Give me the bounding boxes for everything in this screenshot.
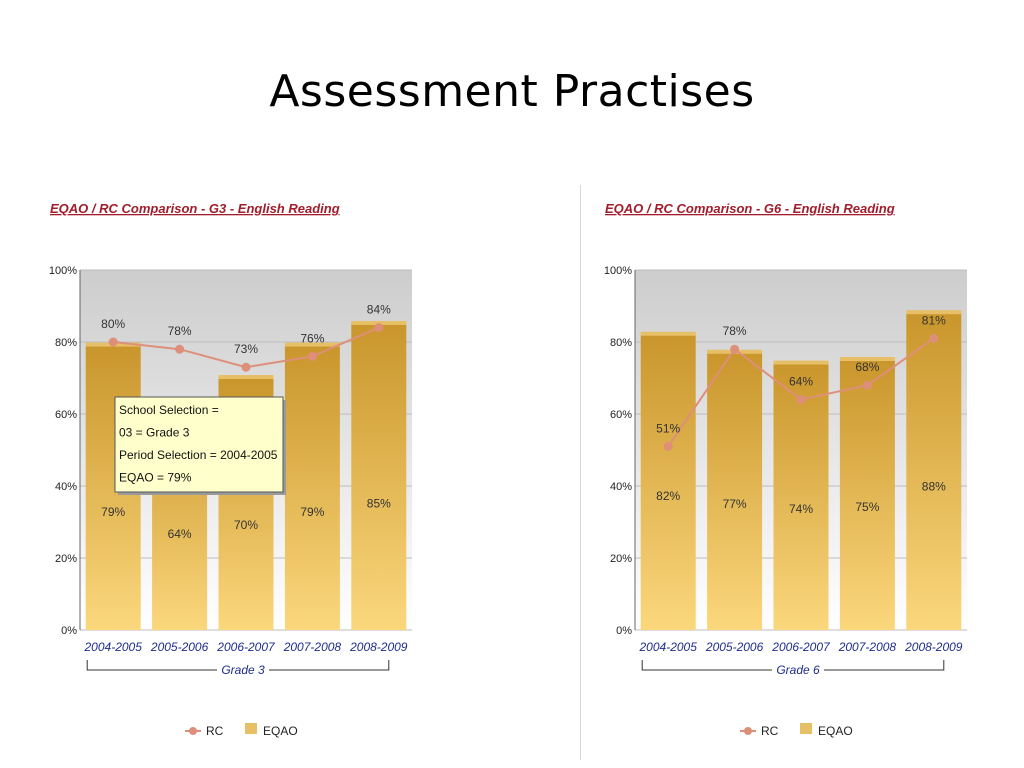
bar-data-label: 85%	[367, 497, 391, 511]
y-tick-label: 60%	[610, 409, 632, 421]
rc-point-2004-2005[interactable]	[108, 337, 118, 347]
rc-point-2007-2008[interactable]	[862, 380, 872, 390]
rc-point-2006-2007[interactable]	[796, 395, 806, 405]
rc-point-2007-2008[interactable]	[307, 351, 317, 361]
legend-eqao-swatch	[245, 723, 257, 734]
bar-cap	[284, 342, 340, 347]
bar-cap	[218, 375, 274, 379]
rc-data-label: 64%	[789, 375, 813, 389]
legend-rc-label[interactable]: RC	[761, 724, 779, 738]
rc-data-label: 73%	[234, 342, 258, 356]
bar-eqao-2007-2008[interactable]	[839, 360, 895, 630]
rc-point-2004-2005[interactable]	[663, 441, 673, 451]
rc-data-label: 80%	[101, 317, 125, 331]
bar-data-label: 79%	[101, 505, 125, 519]
chart-g3-english-reading: EQAO / RC Comparison - G3 - English Read…	[49, 201, 412, 738]
bar-data-label: 82%	[656, 489, 680, 503]
bar-data-label: 64%	[168, 527, 192, 541]
y-tick-label: 20%	[610, 553, 632, 565]
bar-data-label: 70%	[234, 518, 258, 532]
bar-data-label: 88%	[922, 480, 946, 494]
rc-data-label: 76%	[300, 331, 324, 345]
slide-divider	[580, 185, 581, 760]
y-tick-label: 40%	[55, 481, 77, 493]
rc-point-2008-2009[interactable]	[929, 333, 939, 343]
bar-cap	[351, 321, 407, 325]
x-category-label[interactable]: 2004-2005	[84, 640, 143, 654]
chart-title[interactable]: EQAO / RC Comparison - G6 - English Read…	[605, 201, 895, 216]
bar-eqao-2007-2008[interactable]	[284, 345, 340, 630]
data-tooltip: School Selection = 03 = Grade 3 Period Sel…	[114, 396, 286, 495]
tooltip-line: Period Selection = 2004-2005	[119, 448, 278, 462]
rc-data-label: 51%	[656, 421, 680, 435]
x-category-label[interactable]: 2006-2007	[771, 640, 831, 654]
rc-point-2005-2006[interactable]	[730, 344, 740, 354]
bar-data-label: 77%	[723, 497, 747, 511]
group-label: Grade 3	[221, 663, 265, 677]
bar-eqao-2004-2005[interactable]	[640, 334, 696, 630]
rc-data-label: 78%	[723, 324, 747, 338]
y-tick-label: 80%	[610, 337, 632, 349]
rc-point-2005-2006[interactable]	[175, 344, 185, 354]
x-category-label[interactable]: 2005-2006	[150, 640, 209, 654]
tooltip-box	[114, 396, 284, 493]
bar-cap	[839, 357, 895, 361]
tooltip-line: 03 = Grade 3	[119, 426, 190, 440]
group-bracket-right	[269, 660, 390, 671]
chart-title[interactable]: EQAO / RC Comparison - G3 - English Read…	[50, 201, 340, 216]
bar-data-label: 74%	[789, 502, 813, 516]
y-tick-label: 20%	[55, 553, 77, 565]
y-tick-label: 60%	[55, 409, 77, 421]
chart-legend: RC EQAO	[185, 723, 298, 738]
slide-title: Assessment Practises	[269, 66, 755, 117]
rc-point-2006-2007[interactable]	[241, 362, 251, 372]
bar-cap	[906, 310, 962, 315]
bar-cap	[773, 360, 829, 365]
legend-eqao-label[interactable]: EQAO	[818, 724, 853, 738]
chart-legend: RC EQAO	[740, 723, 853, 738]
rc-data-label: 81%	[922, 313, 946, 327]
rc-data-label: 78%	[168, 324, 192, 338]
y-tick-label: 80%	[55, 337, 77, 349]
legend-eqao-swatch	[800, 723, 812, 734]
bar-eqao-2008-2009[interactable]	[906, 313, 962, 630]
tooltip-line: School Selection =	[119, 403, 219, 417]
rc-data-label: 84%	[367, 303, 391, 317]
group-bracket-left	[641, 660, 772, 671]
y-tick-label: 0%	[616, 625, 632, 637]
y-tick-label: 100%	[49, 265, 77, 277]
legend-rc-marker	[189, 727, 197, 735]
x-category-label[interactable]: 2008-2009	[904, 640, 963, 654]
rc-point-2008-2009[interactable]	[374, 323, 384, 333]
group-bracket-right	[824, 660, 945, 671]
legend-rc-marker	[744, 727, 752, 735]
y-tick-label: 100%	[604, 265, 632, 277]
bar-data-label: 75%	[855, 500, 879, 514]
bar-cap	[640, 331, 696, 336]
group-bracket-left	[86, 660, 217, 671]
x-category-label[interactable]: 2006-2007	[216, 640, 276, 654]
y-tick-label: 0%	[61, 625, 77, 637]
legend-eqao-label[interactable]: EQAO	[263, 724, 298, 738]
rc-data-label: 68%	[855, 360, 879, 374]
group-label: Grade 6	[776, 663, 820, 677]
legend-rc-label[interactable]: RC	[206, 724, 224, 738]
y-tick-label: 40%	[610, 481, 632, 493]
bar-eqao-2008-2009[interactable]	[351, 324, 407, 630]
bar-eqao-2006-2007[interactable]	[773, 363, 829, 630]
x-category-label[interactable]: 2007-2008	[838, 640, 897, 654]
x-category-label[interactable]: 2005-2006	[705, 640, 764, 654]
x-category-label[interactable]: 2004-2005	[639, 640, 698, 654]
x-category-label[interactable]: 2007-2008	[283, 640, 342, 654]
tooltip-line: EQAO = 79%	[119, 471, 192, 485]
bar-data-label: 79%	[300, 505, 324, 519]
x-category-label[interactable]: 2008-2009	[349, 640, 408, 654]
bar-eqao-2005-2006[interactable]	[707, 352, 763, 630]
chart-g6-english-reading: EQAO / RC Comparison - G6 - English Read…	[604, 201, 967, 738]
